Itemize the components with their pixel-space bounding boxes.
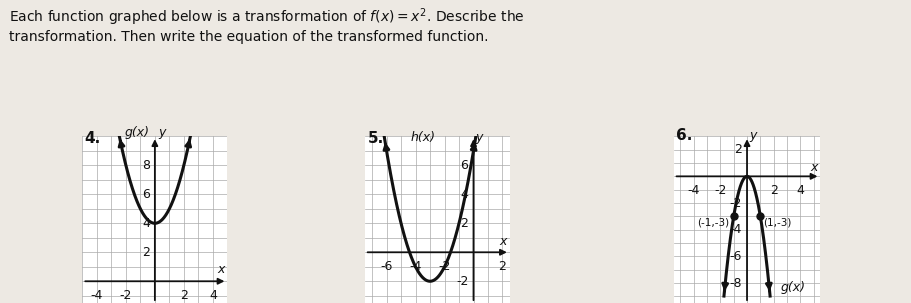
- Text: y: y: [750, 129, 757, 142]
- Text: 6: 6: [142, 188, 149, 201]
- Text: -4: -4: [730, 223, 742, 236]
- Text: -8: -8: [730, 277, 742, 289]
- Text: -2: -2: [119, 289, 132, 302]
- Text: 4: 4: [461, 188, 468, 201]
- Text: g(x): g(x): [125, 126, 150, 139]
- Text: x: x: [217, 263, 224, 276]
- Text: 4: 4: [796, 184, 804, 197]
- Text: x: x: [810, 161, 818, 174]
- Text: 4: 4: [142, 217, 149, 230]
- Text: h(x): h(x): [410, 131, 435, 144]
- Text: 2: 2: [461, 217, 468, 230]
- Text: -6: -6: [730, 250, 742, 263]
- Text: Each function graphed below is a transformation of $f(x) = x^2$. Describe the
tr: Each function graphed below is a transfo…: [9, 6, 525, 44]
- Text: 2: 2: [179, 289, 188, 302]
- Text: -4: -4: [91, 289, 103, 302]
- Text: -2: -2: [714, 184, 727, 197]
- Text: 2: 2: [770, 184, 778, 197]
- Text: 2: 2: [734, 143, 742, 156]
- Text: -2: -2: [730, 197, 742, 209]
- Text: -4: -4: [409, 260, 422, 273]
- Text: -2: -2: [438, 260, 451, 273]
- Text: 2: 2: [142, 246, 149, 259]
- Text: (-1,-3): (-1,-3): [698, 218, 730, 228]
- Text: 6.: 6.: [676, 128, 692, 143]
- Text: 6: 6: [461, 159, 468, 172]
- Text: -2: -2: [456, 275, 468, 288]
- Text: (1,-3): (1,-3): [763, 218, 792, 228]
- Text: 4: 4: [209, 289, 217, 302]
- Text: -6: -6: [381, 260, 393, 273]
- Text: y: y: [159, 126, 166, 139]
- Text: 2: 2: [498, 260, 507, 273]
- Text: 5.: 5.: [368, 132, 384, 146]
- Text: g(x): g(x): [781, 281, 805, 294]
- Text: -4: -4: [688, 184, 700, 197]
- Text: y: y: [476, 131, 483, 144]
- Text: 4.: 4.: [84, 132, 100, 146]
- Text: 8: 8: [142, 159, 149, 172]
- Text: x: x: [499, 235, 507, 248]
